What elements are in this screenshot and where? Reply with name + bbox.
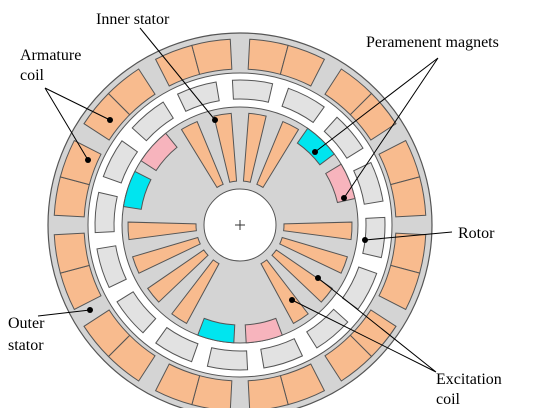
- center-mark: [235, 220, 245, 230]
- rotor-segment: [96, 245, 127, 289]
- leader: [314, 57, 439, 199]
- rotor-segment: [131, 101, 174, 142]
- rotor-segment: [281, 87, 325, 124]
- rotor-segments: [94, 79, 386, 371]
- excitation-coil: [213, 112, 238, 183]
- leaders: [37, 27, 453, 373]
- leader: [291, 277, 437, 373]
- inner-parts: [122, 112, 356, 344]
- dot: [289, 297, 295, 303]
- rotor-segment: [102, 140, 139, 184]
- armature-coils: [53, 38, 427, 408]
- armature-coil: [59, 139, 102, 186]
- label: Outer: [8, 315, 45, 332]
- rotor-segment: [116, 291, 157, 334]
- magnet: [244, 317, 283, 344]
- excitation-coil: [242, 112, 267, 183]
- armature-coil: [349, 92, 397, 141]
- armature-coil: [191, 38, 233, 75]
- leader: [139, 27, 216, 121]
- rotor-segment: [155, 326, 199, 363]
- excitation-coil: [279, 236, 349, 274]
- armature-coil: [279, 44, 326, 87]
- excitation-coil: [127, 221, 197, 241]
- dot: [362, 237, 368, 243]
- excitation-coil: [131, 236, 201, 274]
- excitation-coil: [256, 120, 300, 189]
- armature-coil: [378, 264, 421, 311]
- armature-coil: [247, 375, 289, 408]
- excitation-coil: [271, 249, 333, 303]
- dot: [107, 117, 113, 123]
- label: Rotor: [458, 225, 495, 242]
- leader: [37, 309, 91, 317]
- rotor-segment: [260, 338, 304, 369]
- rotor-segment: [231, 79, 274, 103]
- label: Excitation: [436, 371, 502, 388]
- excitation-coil: [147, 249, 209, 303]
- excitation-coil: [171, 259, 220, 325]
- dot: [341, 195, 347, 201]
- magnet: [122, 170, 152, 210]
- armature-coil: [53, 232, 90, 274]
- label: coil: [20, 67, 45, 84]
- label: stator: [8, 337, 44, 354]
- rotor-segment: [206, 347, 249, 371]
- rotor-segment: [306, 308, 349, 349]
- rotor-segment: [362, 216, 386, 259]
- dot: [315, 275, 321, 281]
- magnet: [296, 127, 335, 166]
- armature-coil: [324, 334, 373, 382]
- rotor-segment: [323, 116, 364, 159]
- dot: [87, 307, 93, 313]
- dot: [212, 117, 218, 123]
- leader: [44, 87, 111, 161]
- leader: [364, 231, 453, 241]
- magnet: [140, 132, 178, 172]
- armature-coil: [83, 309, 131, 358]
- rotor-segment: [176, 81, 220, 112]
- armature-coil: [107, 68, 156, 116]
- rotor-segment: [94, 191, 118, 234]
- label: Inner stator: [96, 11, 170, 28]
- armature-coil: [154, 363, 201, 406]
- excitation-coil: [260, 259, 309, 325]
- label: coil: [436, 391, 461, 408]
- magnet: [197, 317, 236, 344]
- armature-coil: [390, 176, 427, 218]
- label: Peramenent magnets: [366, 34, 499, 51]
- excitation-coil: [180, 120, 224, 189]
- dot: [85, 157, 91, 163]
- label: Armature: [20, 47, 81, 64]
- dot: [312, 149, 318, 155]
- excitation-coil: [283, 221, 353, 241]
